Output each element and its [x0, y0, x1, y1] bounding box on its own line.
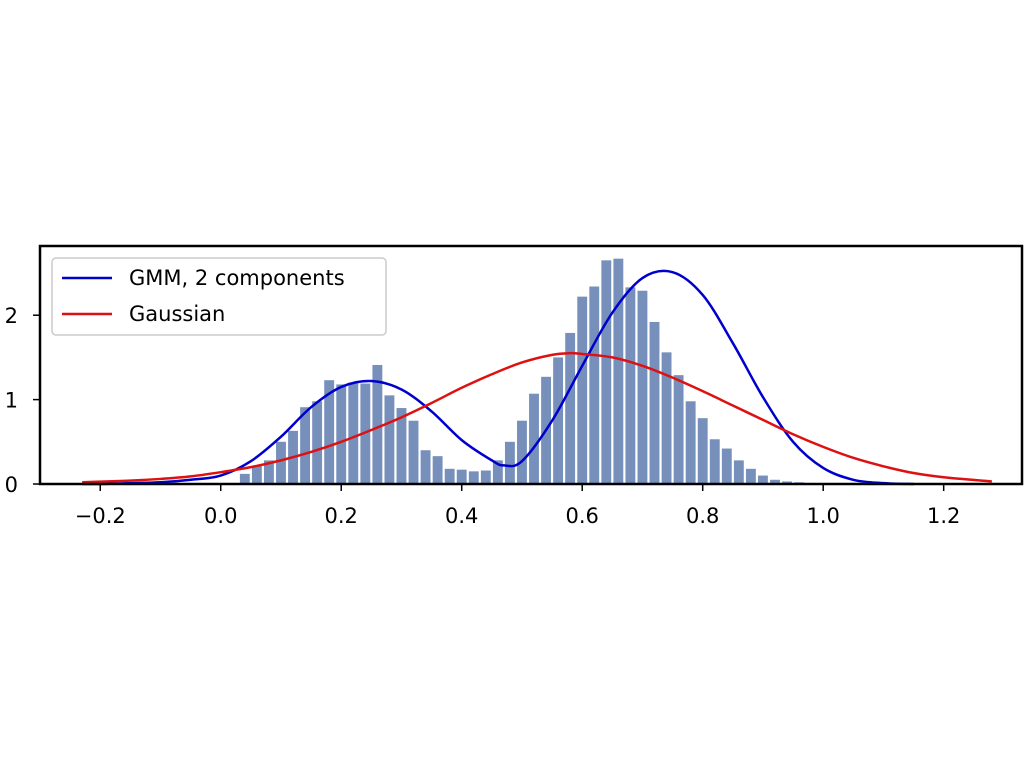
histogram-bar — [480, 470, 491, 484]
histogram-bar — [432, 456, 443, 484]
histogram-bar — [709, 439, 720, 484]
x-axis: −0.2 0.0 0.2 0.4 0.6 0.8 1.0 1.2 — [75, 484, 960, 528]
histogram-bar — [661, 352, 672, 484]
histogram-bar — [444, 468, 455, 484]
x-tick-label: 0.4 — [445, 504, 478, 528]
legend-label-gaussian: Gaussian — [129, 302, 225, 326]
histogram-bar — [613, 258, 624, 484]
gaussian-curve — [82, 351, 992, 484]
histogram-bar — [372, 365, 383, 484]
histogram-bar — [492, 460, 503, 484]
histogram-bar — [673, 375, 684, 484]
x-tick-label: −0.2 — [75, 504, 126, 528]
histogram-bar — [396, 408, 407, 484]
histogram-bar — [601, 260, 612, 484]
histogram-bar — [697, 418, 708, 484]
histogram-bar — [456, 469, 467, 484]
histogram-bar — [745, 468, 756, 484]
histogram-bar — [553, 357, 564, 484]
x-tick-label: 1.2 — [927, 504, 960, 528]
y-tick-label: 0 — [5, 473, 18, 497]
legend: GMM, 2 components Gaussian — [51, 257, 387, 336]
y-axis: 0 1 2 — [5, 304, 40, 497]
histogram-bar — [504, 441, 515, 484]
gmm-curve — [82, 269, 914, 486]
histogram-bar — [770, 479, 780, 484]
histogram-bar — [758, 475, 768, 484]
x-tick-label: 0.0 — [204, 504, 237, 528]
histogram-bar — [300, 407, 311, 484]
histogram-bars — [239, 258, 853, 484]
histogram-bar — [360, 383, 371, 484]
plot-frame — [38, 244, 1024, 486]
x-tick-label: 1.0 — [806, 504, 839, 528]
x-tick-label: 0.2 — [325, 504, 358, 528]
histogram-bar — [529, 393, 539, 484]
histogram-bar — [324, 380, 335, 484]
histogram-bar — [721, 448, 732, 484]
histogram-bar — [565, 332, 576, 484]
histogram-bar — [577, 296, 588, 484]
histogram-bar — [733, 460, 744, 484]
histogram-bar — [468, 471, 479, 484]
histogram-bar — [312, 401, 323, 484]
histogram-bar — [589, 286, 600, 484]
y-tick-label: 2 — [5, 304, 18, 328]
histogram-bar — [685, 401, 696, 484]
histogram-bar — [348, 382, 359, 484]
histogram-bar — [637, 290, 648, 484]
y-tick-label: 1 — [5, 389, 18, 413]
histogram-bar — [336, 384, 347, 484]
histogram-bar — [276, 441, 286, 484]
legend-label-gmm: GMM, 2 components — [129, 266, 345, 290]
histogram-bar — [251, 465, 262, 484]
x-tick-label: 0.8 — [686, 504, 719, 528]
legend-box — [51, 257, 387, 336]
histogram-bar — [649, 321, 660, 484]
histogram-bar — [517, 420, 527, 484]
x-tick-label: 0.6 — [566, 504, 599, 528]
histogram-bar — [263, 460, 274, 484]
histogram-bar — [239, 473, 250, 484]
histogram-bar — [384, 395, 395, 484]
histogram-bar — [420, 450, 431, 484]
histogram-bar — [408, 420, 419, 484]
histogram-bar — [782, 481, 792, 484]
histogram-bar — [625, 287, 636, 484]
density-curves — [82, 269, 992, 486]
